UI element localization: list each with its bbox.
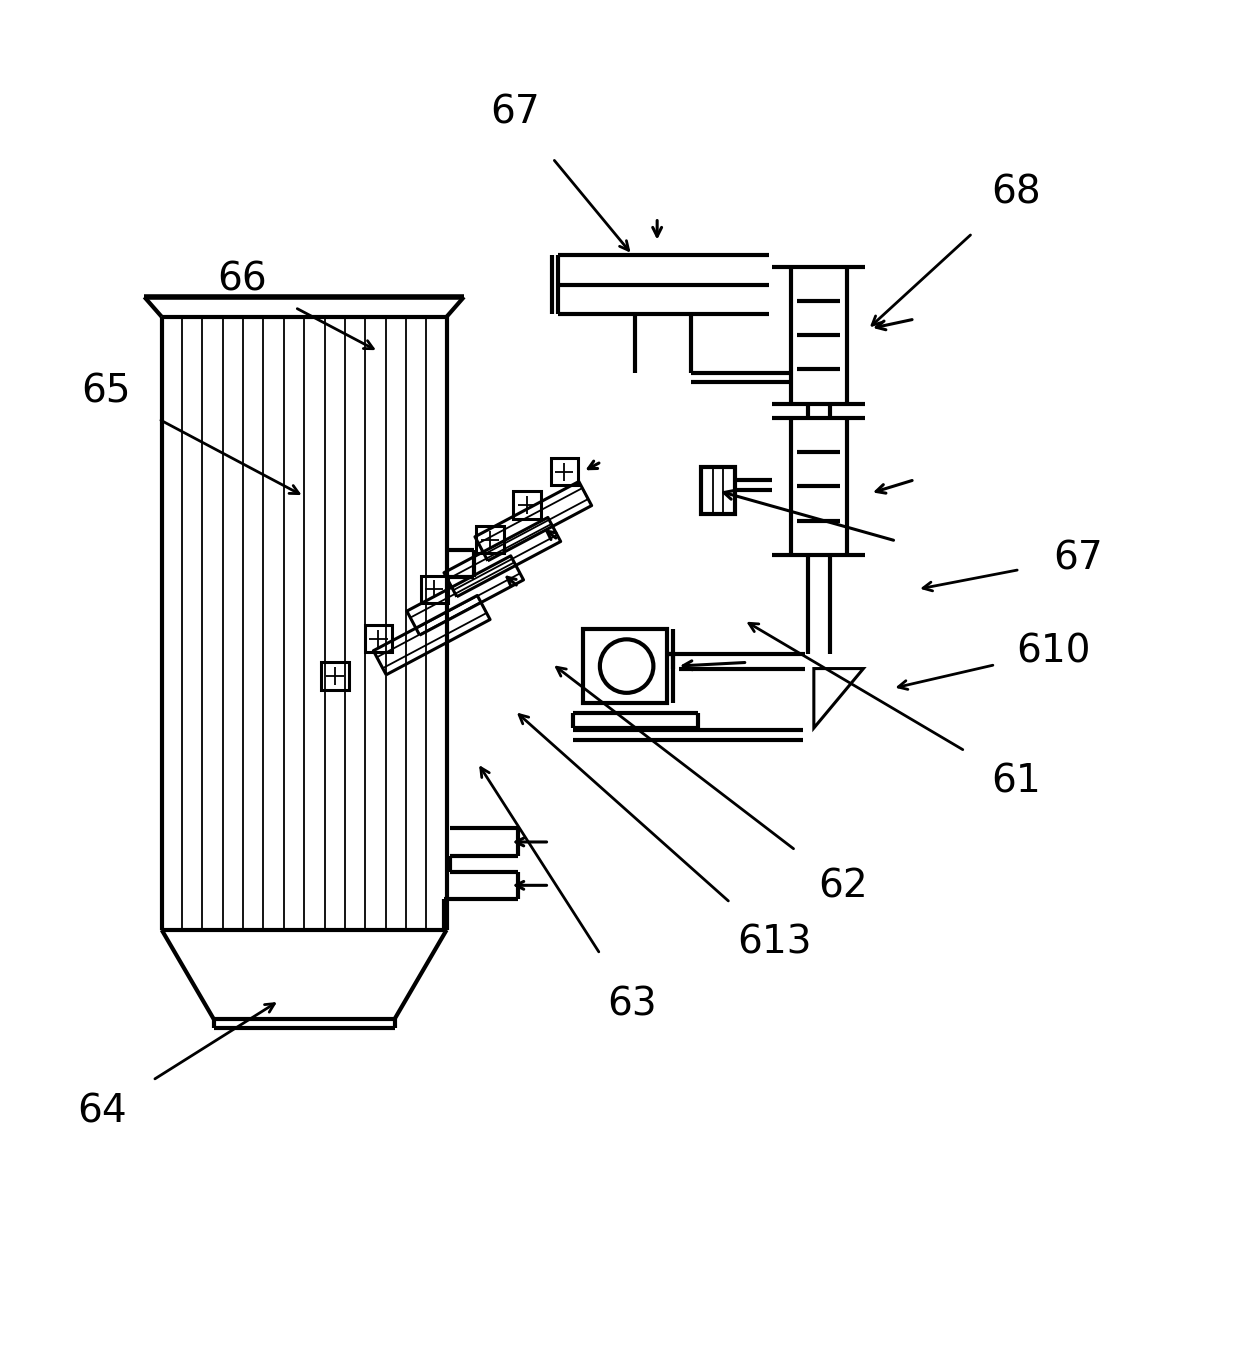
Bar <box>513 491 541 519</box>
Bar <box>420 576 448 603</box>
Bar <box>701 468 735 514</box>
Bar <box>551 458 578 485</box>
Bar <box>321 662 348 690</box>
Text: 610: 610 <box>1017 633 1091 671</box>
Text: 66: 66 <box>217 261 267 299</box>
Text: 67: 67 <box>1054 539 1104 577</box>
Text: 613: 613 <box>738 923 812 961</box>
Text: 65: 65 <box>82 372 130 410</box>
Polygon shape <box>813 669 863 727</box>
Text: 67: 67 <box>490 93 539 131</box>
Bar <box>476 526 503 553</box>
Bar <box>365 625 392 653</box>
Text: 64: 64 <box>77 1092 126 1132</box>
Text: 61: 61 <box>992 763 1042 800</box>
Text: 63: 63 <box>608 986 657 1023</box>
Text: 68: 68 <box>992 174 1042 212</box>
Bar <box>583 629 667 703</box>
Text: 62: 62 <box>818 868 868 906</box>
